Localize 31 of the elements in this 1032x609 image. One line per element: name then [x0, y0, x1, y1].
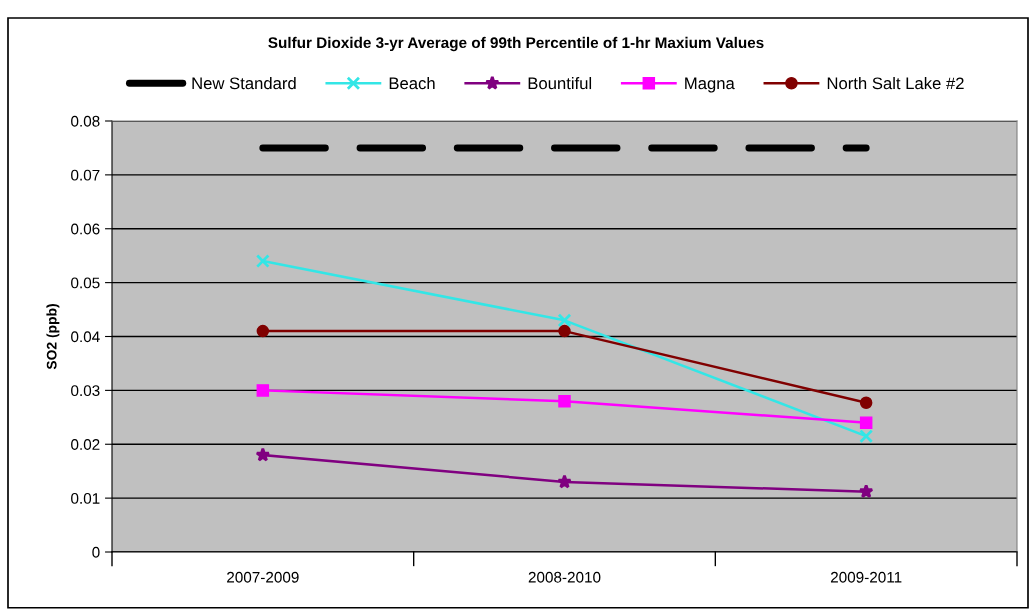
legend-label: North Salt Lake #2 [827, 77, 964, 90]
point [255, 254, 270, 269]
point [859, 396, 873, 410]
point [256, 384, 270, 397]
point [558, 324, 571, 338]
y-tick-label: 0.06 [71, 223, 100, 235]
y-tick-label: 0.04 [71, 331, 100, 343]
x-tick-label: 2009-2011 [830, 571, 902, 583]
y-tick-label: 0.01 [71, 492, 100, 504]
point [558, 394, 571, 408]
legend-label: Beach [389, 77, 435, 90]
x-tick-label: 2007-2009 [227, 571, 299, 583]
legend-label: New Standard [192, 77, 296, 90]
legend-label: Magna [685, 77, 735, 93]
point [256, 324, 270, 338]
point [858, 484, 874, 499]
point [255, 447, 271, 462]
y-tick-label: 0.08 [71, 115, 100, 127]
y-tick-label: 0.07 [71, 169, 100, 181]
y-tick-label: 0.02 [71, 439, 100, 450]
y-tick-label: 0 [92, 546, 100, 558]
legend-label: Bountiful [528, 77, 592, 90]
y-tick-label: 0.05 [71, 277, 100, 289]
point [557, 474, 572, 489]
x-tick-label: 2008-2010 [528, 571, 601, 583]
point [557, 313, 572, 328]
point [859, 429, 874, 444]
y-axis-title: SO2 (ppb) [46, 304, 60, 370]
point [859, 416, 873, 429]
y-tick-label: 0.03 [71, 385, 100, 397]
chart-title: Sulfur Dioxide 3-yr Average of 99th Percentile of 1-hr Maxium Values [268, 36, 764, 52]
